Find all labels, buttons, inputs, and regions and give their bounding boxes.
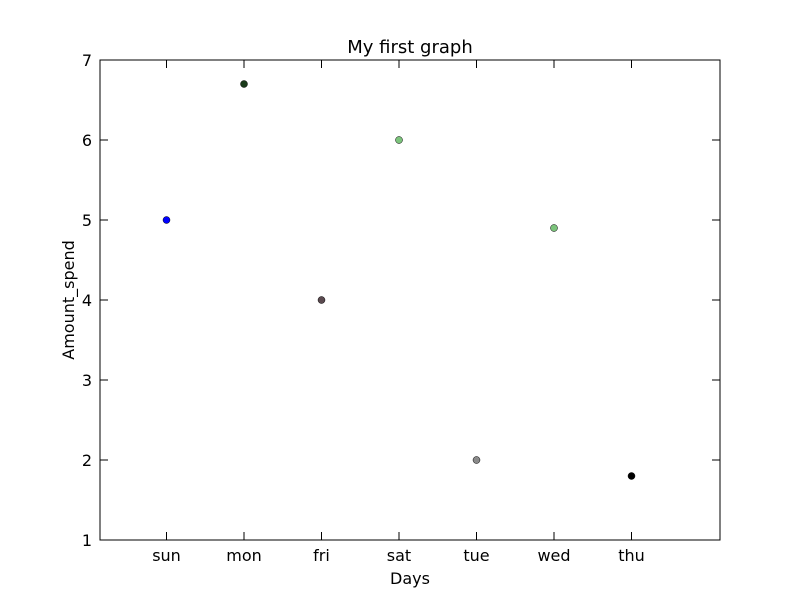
data-point-sun [162,216,171,224]
y-axis-label: Amount_spend [59,240,79,360]
plot-area-frame [99,59,721,541]
chart-title: My first graph [347,37,473,58]
y-axis-ticks: 1 2 3 4 5 6 7 [82,51,720,550]
x-tick-label: tue [463,546,489,565]
x-tick-label: sat [387,546,411,565]
x-tick-label: mon [226,546,262,565]
data-points [162,80,636,480]
y-tick-label: 5 [82,211,92,230]
data-point-wed [550,224,558,232]
data-point-tue [472,456,481,464]
x-tick-label: thu [618,546,645,565]
x-axis-ticks: sun mon fri sat tue wed thu [152,60,645,565]
y-tick-label: 6 [82,131,92,150]
y-tick-label: 3 [82,371,92,390]
x-tick-label: fri [313,546,330,565]
data-point-sat [395,136,403,144]
data-point-thu [627,472,636,480]
y-tick-label: 1 [82,531,92,550]
x-axis-label: Days [390,569,430,588]
x-tick-label: wed [537,546,570,565]
y-tick-label: 2 [82,451,92,470]
y-tick-label: 4 [82,291,92,310]
data-point-fri [317,296,326,304]
y-tick-label: 7 [82,51,92,70]
x-tick-label: sun [152,546,181,565]
data-point-mon [240,80,248,88]
